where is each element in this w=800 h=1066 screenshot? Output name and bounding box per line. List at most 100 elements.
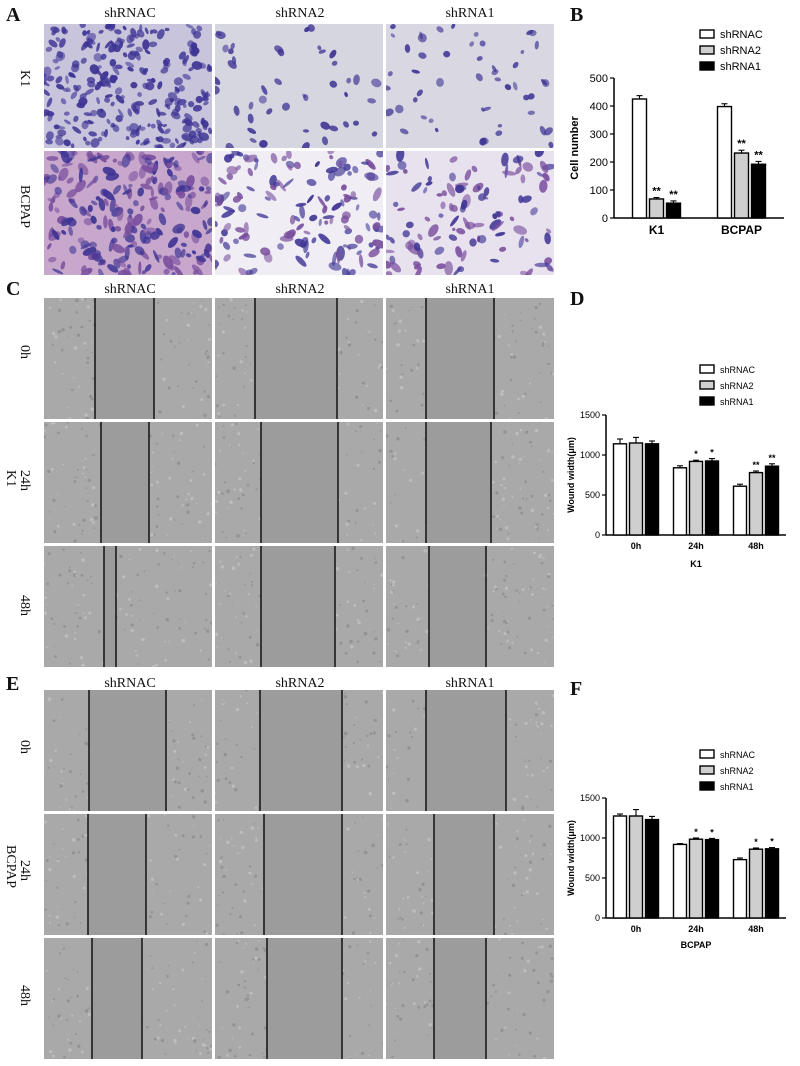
stained-cell [266,108,273,115]
stained-cell [264,196,271,201]
stained-cell [219,236,224,244]
x-axis-label: BCPAP [681,940,712,950]
stained-cell [254,162,259,171]
scratch-image [215,298,383,419]
scratch-cell [386,938,554,1059]
scratch-cell [386,546,554,667]
panel-f-chart: shRNAC shRNA2 shRNA1 0 500 1000 1500 Wound widt… [566,749,786,950]
stained-cell [304,27,310,33]
stained-cell [407,239,416,246]
stained-cell [114,38,125,46]
stained-cell [478,193,486,201]
stained-cell [450,204,458,212]
bar [704,838,720,919]
stained-cell [162,123,168,128]
stained-cell [358,254,364,268]
stained-cell [260,247,271,256]
stained-cell [127,244,134,248]
legend-label: shRNA2 [720,381,754,391]
stained-cell [83,136,87,142]
stained-cell [449,172,456,182]
stained-cell [87,37,94,44]
stained-cell [73,115,79,123]
scratch-image [215,546,383,667]
wound-gap [426,690,506,811]
stained-cell [473,32,479,37]
stained-cell [324,220,329,225]
stained-cell [55,76,63,84]
stained-cell [182,57,187,67]
stained-cell [512,61,519,69]
bar [665,202,682,219]
stained-cell [46,156,59,161]
legend-item: shRNA1 [699,396,754,407]
stained-cell [145,177,152,186]
stained-cell [424,216,431,222]
stained-cell [44,179,49,188]
stained-cell [61,217,74,227]
stained-cell [497,123,503,128]
y-axis-label: Wound width(μm) [566,820,576,896]
stained-cell [81,267,93,275]
stained-cell [238,233,249,240]
stained-cell [63,111,70,116]
stained-cell [411,69,420,74]
stained-cell [349,269,356,275]
stained-cell [247,167,253,177]
micrograph-image [215,151,383,275]
x-tick-label: K1 [649,223,665,237]
stained-cell [436,77,444,87]
x-tick-label: 0h [631,541,642,551]
scratch-image [386,814,554,935]
stained-cell [476,56,483,61]
significance-label: ** [752,460,760,470]
wound-gap [434,814,494,935]
stained-cell [434,246,445,255]
stained-cell [207,217,212,227]
stained-cell [436,26,444,33]
stained-cell [428,224,439,237]
stained-cell [77,237,85,244]
stained-cell [364,172,379,181]
stained-cell [93,53,103,62]
panel-c-row-0h: 0h [17,345,32,359]
stained-cell [389,261,402,273]
stained-cell [515,166,522,175]
stained-cell [145,81,155,91]
stained-cell [344,228,353,235]
stained-cell [197,155,206,161]
stained-cell [54,66,61,70]
stained-cell [91,253,103,262]
stained-cell [208,127,212,135]
stained-cell [346,77,352,84]
micrograph-cell [386,151,554,275]
stained-cell [343,225,351,231]
stained-cell [178,51,187,60]
stained-cell [140,183,153,190]
stained-cell [547,266,553,272]
significance-label: ** [652,186,661,198]
stained-cell [341,268,351,275]
stained-cell [135,46,143,53]
stained-cell [110,226,116,233]
stained-cell [248,101,254,110]
bar [764,848,780,919]
stained-cell [322,205,328,214]
stained-cell [227,48,234,55]
stained-cell [223,154,233,163]
stained-cell [86,177,97,189]
stained-cell [368,248,380,258]
stained-cell [71,63,80,73]
y-tick-label: 0 [602,213,608,225]
scratch-image [215,422,383,543]
stained-cell [137,92,142,97]
stained-cell [61,162,74,167]
stained-cell [405,221,414,229]
stained-cell [114,64,123,70]
stained-cell [225,142,235,148]
stained-cell [277,48,285,57]
stained-cell [233,238,239,245]
panel-b-letter: B [570,4,584,26]
stained-cell [185,253,192,258]
wound-gap [267,938,342,1059]
